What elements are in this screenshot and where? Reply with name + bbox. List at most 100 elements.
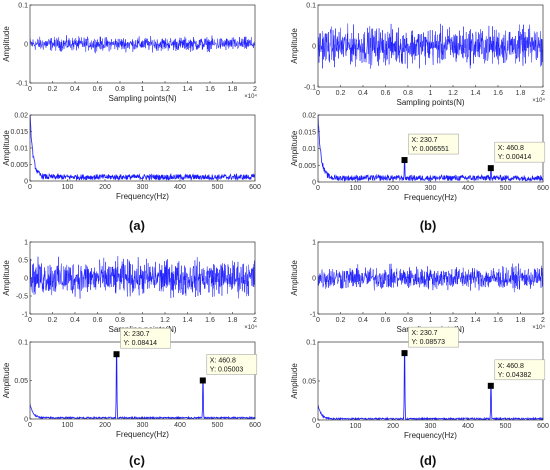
- x-axis-label: Sampling points(N): [396, 98, 464, 107]
- signal-trace: [318, 263, 543, 293]
- series-group: [318, 23, 543, 69]
- x-tick-label: 1.2: [160, 86, 170, 93]
- chart-c-bottom: 0 100 200 300 400 500 600 0 0.05 0.1 Frequency(Hz)…: [2, 327, 261, 439]
- x-tick-label: 400: [174, 184, 186, 191]
- datatip-x-value: X: 460.8: [498, 145, 524, 152]
- x-tick-label: 600: [249, 422, 261, 429]
- y-tick-label: 0.1: [18, 340, 28, 347]
- y-axis-label: Amplitude: [2, 362, 11, 398]
- x-tick-label: 100: [62, 422, 74, 429]
- y-tick-label: 0.01: [14, 146, 28, 153]
- y-tick-label: 0.005: [298, 163, 316, 170]
- plot-area: [30, 115, 255, 181]
- x-exponent-label: ×10⁴: [532, 324, 545, 331]
- x-tick-label: 0.8: [115, 317, 125, 324]
- x-tick-label: 0.8: [403, 90, 413, 97]
- x-tick-label: 200: [99, 184, 111, 191]
- y-tick-label: 0.5: [18, 258, 28, 265]
- x-tick-label: 0.2: [336, 317, 346, 324]
- x-tick-label: 0: [316, 317, 320, 324]
- y-axis-label: Amplitude: [2, 260, 11, 296]
- x-tick-label: 0: [28, 422, 32, 429]
- x-exponent-label: ×10⁴: [244, 324, 257, 331]
- y-axis-label: Amplitude: [290, 130, 299, 166]
- x-tick-label: 500: [212, 422, 224, 429]
- x-tick-label: 1.4: [471, 317, 481, 324]
- x-tick-label: 0.2: [48, 317, 58, 324]
- x-tick-label: 1.8: [228, 317, 238, 324]
- chart-a-bottom: 0 100 200 300 400 500 600 0 0.005 0.01 0.015 0.02 Fr…: [2, 113, 261, 202]
- x-tick-label: 0.4: [358, 317, 368, 324]
- spectrum-trace: [30, 115, 255, 181]
- chart-a-top: 0 0.2 0.4 0.6 0.8 1 1.2 1.4 1.6 1.8 2-0.100.1Sampl…: [2, 3, 257, 104]
- datatip-y-value: Y: 0.08573: [412, 339, 446, 346]
- x-tick-label: 500: [500, 423, 512, 430]
- datatip-box: [206, 354, 258, 375]
- y-tick-label: 0.05: [302, 379, 316, 386]
- spectrum-trace: [318, 115, 543, 182]
- datatip-y-value: Y: 0.08414: [124, 340, 158, 347]
- x-tick-label: 0.6: [381, 317, 391, 324]
- datatip-marker: [487, 382, 494, 389]
- y-axis-label: Amplitude: [2, 130, 11, 166]
- y-tick-label: 0: [24, 417, 28, 424]
- y-tick-label: 0.015: [298, 129, 316, 136]
- series-group: [30, 115, 255, 181]
- x-axis-label: Sampling points(N): [108, 94, 176, 103]
- x-tick-label: 100: [350, 423, 362, 430]
- x-tick-label: 0.2: [48, 86, 58, 93]
- y-tick-label: 0.1: [306, 3, 316, 10]
- x-tick-label: 0.4: [358, 90, 368, 97]
- y-tick-label: 0: [312, 180, 316, 187]
- x-tick-label: 1.2: [448, 90, 458, 97]
- x-tick-label: 300: [137, 422, 149, 429]
- chart-d-bottom: 0 100 200 300 400 500 600 0 0.05 0.1 Frequency(Hz)…: [290, 326, 549, 440]
- signal-trace: [30, 35, 255, 54]
- plot-area: [30, 342, 255, 419]
- datatip-x-value: X: 230.7: [412, 137, 438, 144]
- x-axis-label: Frequency(Hz): [404, 193, 457, 202]
- y-tick-label: 0.02: [14, 113, 28, 120]
- x-tick-label: 500: [500, 185, 512, 192]
- datatip-marker: [401, 350, 408, 357]
- x-tick-label: 1: [141, 86, 145, 93]
- y-tick-label: 0.1: [18, 3, 28, 10]
- x-tick-label: 1.2: [160, 317, 170, 324]
- x-tick-label: 1.4: [183, 86, 193, 93]
- series-group: [318, 115, 543, 182]
- y-tick-label: 0.01: [302, 146, 316, 153]
- x-tick-label: 0: [316, 185, 320, 192]
- datatip-marker: [199, 377, 206, 384]
- datatip-y-value: Y: 0.00414: [498, 154, 532, 161]
- series-group: [30, 256, 255, 299]
- x-tick-label: 1: [141, 317, 145, 324]
- caption-a: (a): [129, 218, 145, 233]
- datatip-marker: [401, 157, 408, 164]
- datatip-y-value: Y: 0.006551: [412, 146, 449, 153]
- x-tick-label: 0.2: [336, 90, 346, 97]
- datatip-box: [408, 326, 459, 348]
- signal-trace: [30, 256, 255, 299]
- caption-b: (b): [420, 218, 437, 233]
- x-tick-label: 200: [387, 423, 399, 430]
- y-tick-label: 0.02: [302, 113, 316, 120]
- chart-b-bottom: 0 100 200 300 400 500 600 0 0.005 0.01 0.015 0.02 Fr…: [290, 113, 549, 203]
- x-tick-label: 0: [28, 86, 32, 93]
- x-tick-label: 0: [316, 90, 320, 97]
- x-exponent-label: ×10⁴: [244, 93, 257, 100]
- y-tick-label: 0: [24, 179, 28, 186]
- datatip-marker: [113, 351, 120, 358]
- y-tick-label: -0.1: [16, 81, 28, 88]
- x-tick-label: 0: [28, 317, 32, 324]
- x-tick-label: 1.6: [493, 317, 503, 324]
- x-tick-label: 300: [137, 184, 149, 191]
- y-axis-label: Amplitude: [290, 363, 299, 399]
- x-tick-label: 2: [253, 317, 257, 324]
- x-axis-label: Frequency(Hz): [404, 431, 457, 440]
- x-tick-label: 0.8: [115, 86, 125, 93]
- x-tick-label: 0.4: [70, 86, 80, 93]
- caption-d: (d): [420, 453, 437, 468]
- x-tick-label: 600: [537, 185, 549, 192]
- signal-trace: [318, 23, 543, 69]
